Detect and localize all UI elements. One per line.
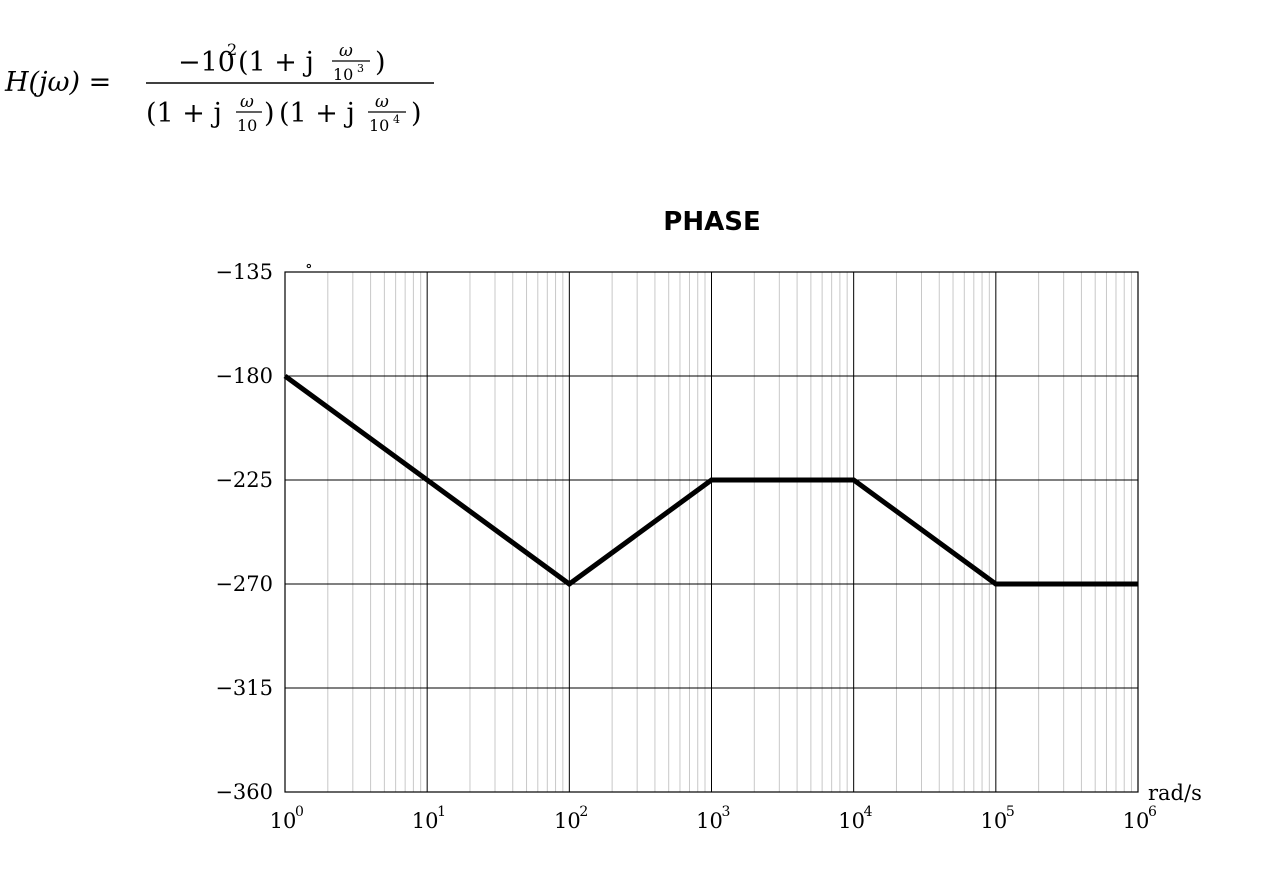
x-tick-label: 10 <box>270 809 297 833</box>
x-tick-exponent: 6 <box>1148 804 1157 820</box>
numerator-factor-close: ) <box>375 47 386 78</box>
x-tick-exponent: 4 <box>864 804 873 820</box>
numerator-coef: −10 <box>178 47 235 78</box>
y-tick-label: −180 <box>215 364 273 388</box>
y-tick-label: −315 <box>215 676 273 700</box>
den2-frac-den: 10 <box>369 116 389 135</box>
x-tick-labels: 100 101 102 103 104 105 106 <box>270 804 1157 833</box>
den1-open: (1 + j <box>146 98 222 129</box>
formula-lhs: H(jω) = <box>4 67 111 98</box>
x-tick-label: 10 <box>412 809 439 833</box>
x-tick-label: 10 <box>696 809 723 833</box>
x-tick-label: 10 <box>980 809 1007 833</box>
numerator-factor-open: (1 + j <box>238 47 314 78</box>
numerator-frac-den: 10 <box>333 65 353 84</box>
x-tick-exponent: 0 <box>295 804 304 820</box>
x-tick-exponent: 5 <box>1006 804 1015 820</box>
den1-close: ) <box>264 98 275 129</box>
y-tick-label: −135 <box>215 260 273 284</box>
numerator-frac-num: ω <box>339 41 353 61</box>
den1-frac-num: ω <box>240 92 254 112</box>
numerator-frac-den-exp: 3 <box>357 62 364 75</box>
y-tick-labels: −135 −180 −225 −270 −315 −360 <box>215 260 273 804</box>
x-tick-exponent: 1 <box>437 804 446 820</box>
den1-frac-den: 10 <box>237 116 257 135</box>
transfer-function-formula: H(jω) = −10 2 (1 + j ω 10 3 ) (1 + j ω 1… <box>4 40 434 135</box>
x-tick-label: 10 <box>554 809 581 833</box>
plot-frame <box>284 271 1139 793</box>
den2-close: ) <box>411 98 422 129</box>
den2-open: (1 + j <box>279 98 355 129</box>
y-tick-label: −270 <box>215 572 273 596</box>
minor-gridlines <box>327 272 1132 792</box>
x-tick-label: 10 <box>1123 809 1150 833</box>
x-tick-exponent: 2 <box>579 804 588 820</box>
chart-title: PHASE <box>663 207 760 237</box>
x-tick-label: 10 <box>838 809 865 833</box>
y-tick-label: −225 <box>215 468 273 492</box>
degree-mark: ∘ <box>305 256 313 275</box>
den2-frac-num: ω <box>375 92 389 112</box>
numerator-coef-exp: 2 <box>227 40 237 59</box>
y-tick-label: −360 <box>215 780 273 804</box>
x-axis-label: rad/s <box>1148 781 1202 805</box>
x-tick-exponent: 3 <box>722 804 731 820</box>
den2-frac-den-exp: 4 <box>393 113 400 126</box>
series-layer <box>283 373 1139 588</box>
